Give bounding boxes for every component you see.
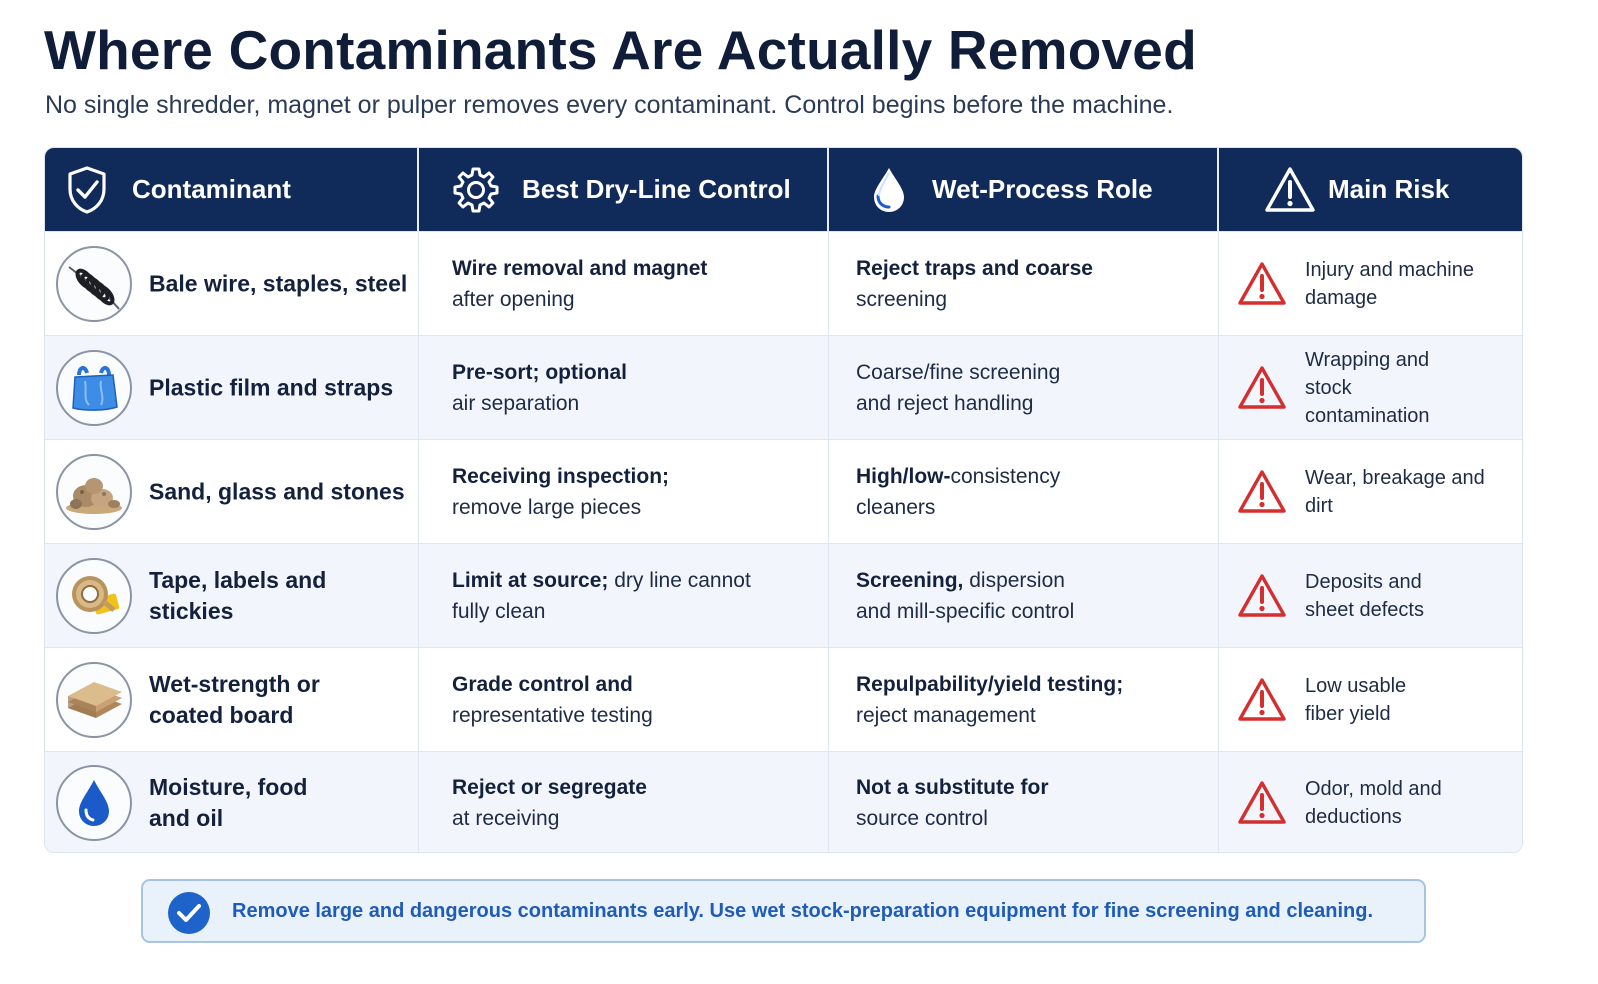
tape-roll-icon bbox=[56, 557, 132, 634]
risk-text: Deposits and sheet defects bbox=[1305, 570, 1424, 621]
dry-line-bold: Receiving inspection; bbox=[452, 464, 670, 488]
stones-icon bbox=[56, 453, 132, 530]
dry-line-cell: Pre-sort; optional air separation bbox=[419, 336, 829, 439]
table-row: Sand, glass and stones Receiving inspect… bbox=[45, 439, 1522, 543]
board-stack-icon bbox=[56, 661, 132, 738]
wet-process-bold: Reject traps and coarse bbox=[856, 256, 1093, 280]
table-row: Bale wire, staples, steel Wire removal a… bbox=[45, 231, 1522, 335]
warning-icon bbox=[1238, 365, 1286, 409]
page-title: Where Contaminants Are Actually Removed bbox=[44, 19, 1197, 81]
table-row: Plastic film and straps Pre-sort; option… bbox=[45, 335, 1522, 439]
contaminant-table: Contaminant Best Dry-Line Control Wet-Pr… bbox=[44, 147, 1523, 853]
dry-line-cell: Wire removal and magnet after opening bbox=[419, 232, 829, 335]
wet-process-cell: Coarse/fine screening and reject handlin… bbox=[829, 336, 1219, 439]
gear-icon bbox=[453, 167, 499, 212]
wet-process-text: dispersion and mill-specific control bbox=[856, 568, 1075, 623]
wet-process-text: reject management bbox=[856, 703, 1036, 727]
warning-icon bbox=[1238, 573, 1286, 617]
warning-icon bbox=[1238, 781, 1286, 824]
plastic-bag-icon bbox=[56, 349, 132, 426]
header-label: Wet-Process Role bbox=[932, 174, 1153, 204]
contaminant-name: Tape, labels and stickies bbox=[149, 566, 327, 624]
table-row: Tape, labels and stickies Limit at sourc… bbox=[45, 543, 1522, 647]
wet-process-bold: Not a substitute for bbox=[856, 776, 1049, 799]
wet-process-bold: High/low- bbox=[856, 464, 951, 488]
wet-process-bold: Repulpability/yield testing; bbox=[856, 672, 1124, 696]
dry-line-cell: Receiving inspection; remove large pieces bbox=[419, 440, 829, 543]
wet-process-text: consistency cleaners bbox=[856, 464, 1061, 519]
dry-line-cell: Reject or segregate at receiving bbox=[419, 752, 829, 852]
table-row: Moisture, food and oil Reject or segrega… bbox=[45, 751, 1522, 852]
wet-process-cell: Reject traps and coarse screening bbox=[829, 232, 1219, 335]
check-circle-icon bbox=[168, 892, 210, 934]
header-dry-line: Best Dry-Line Control bbox=[419, 148, 829, 231]
risk-text: Wear, breakage and dirt bbox=[1305, 466, 1485, 517]
dry-line-cell: Grade control and representative testing bbox=[419, 648, 829, 751]
warning-icon bbox=[1238, 677, 1286, 721]
wire-coil-icon bbox=[56, 245, 132, 322]
table-row: Wet-strength or coated board Grade contr… bbox=[45, 647, 1522, 751]
risk-cell: Low usable fiber yield bbox=[1219, 648, 1522, 751]
risk-cell: Wear, breakage and dirt bbox=[1219, 440, 1522, 543]
header-main-risk: Main Risk bbox=[1219, 148, 1522, 231]
dry-line-text: after opening bbox=[452, 287, 575, 311]
wet-process-text: screening bbox=[856, 287, 948, 311]
risk-cell: Wrapping and stock contamination bbox=[1219, 336, 1522, 439]
dry-line-cell: Limit at source; dry line cannot fully c… bbox=[419, 544, 829, 647]
moisture-drop-icon bbox=[56, 765, 132, 841]
risk-text: Wrapping and stock contamination bbox=[1305, 348, 1430, 427]
contaminant-name: Sand, glass and stones bbox=[149, 478, 405, 504]
contaminant-cell: Sand, glass and stones bbox=[45, 440, 419, 543]
risk-cell: Injury and machine damage bbox=[1219, 232, 1522, 335]
shield-check-icon bbox=[68, 165, 106, 214]
dry-line-bold: Pre-sort; optional bbox=[452, 360, 628, 384]
warning-triangle-icon bbox=[1265, 166, 1315, 212]
header-wet-process: Wet-Process Role bbox=[829, 148, 1219, 231]
wet-process-cell: Screening, dispersion and mill-specific … bbox=[829, 544, 1219, 647]
wet-process-bold: Screening, bbox=[856, 568, 964, 592]
risk-text: Injury and machine damage bbox=[1305, 258, 1474, 309]
wet-process-cell: High/low-consistency cleaners bbox=[829, 440, 1219, 543]
wet-process-text: Coarse/fine screening and reject handlin… bbox=[856, 360, 1061, 415]
dry-line-text: at receiving bbox=[452, 807, 560, 830]
header-contaminant: Contaminant bbox=[45, 148, 419, 231]
risk-cell: Odor, mold and deductions bbox=[1219, 752, 1522, 852]
dry-line-text: air separation bbox=[452, 391, 580, 415]
warning-icon bbox=[1238, 469, 1286, 513]
contaminant-name: Bale wire, staples, steel bbox=[149, 270, 408, 296]
wet-process-cell: Not a substitute for source control bbox=[829, 752, 1219, 852]
wet-process-cell: Repulpability/yield testing; reject manag… bbox=[829, 648, 1219, 751]
contaminant-cell: Wet-strength or coated board bbox=[45, 648, 419, 751]
contaminant-name: Plastic film and straps bbox=[149, 374, 394, 400]
header-label: Best Dry-Line Control bbox=[522, 174, 791, 204]
risk-text: Low usable fiber yield bbox=[1305, 674, 1407, 725]
footer-callout: Remove large and dangerous contaminants … bbox=[141, 879, 1426, 943]
contaminant-cell: Moisture, food and oil bbox=[45, 752, 419, 852]
contaminant-cell: Bale wire, staples, steel bbox=[45, 232, 419, 335]
header-label: Main Risk bbox=[1328, 174, 1450, 204]
dry-line-bold: Limit at source; bbox=[452, 568, 609, 592]
dry-line-bold: Reject or segregate bbox=[452, 776, 647, 799]
table-header: Contaminant Best Dry-Line Control Wet-Pr… bbox=[45, 148, 1522, 231]
header-label: Contaminant bbox=[132, 174, 291, 204]
dry-line-bold: Grade control and bbox=[452, 672, 633, 696]
dry-line-text: remove large pieces bbox=[452, 495, 642, 519]
risk-cell: Deposits and sheet defects bbox=[1219, 544, 1522, 647]
risk-text: Odor, mold and deductions bbox=[1305, 778, 1442, 828]
contaminant-name: Moisture, food and oil bbox=[149, 774, 308, 831]
page-subtitle: No single shredder, magnet or pulper rem… bbox=[45, 91, 1174, 119]
contaminant-name: Wet-strength or coated board bbox=[149, 670, 320, 728]
footer-text: Remove large and dangerous contaminants … bbox=[232, 900, 1374, 922]
wet-process-text: source control bbox=[856, 807, 988, 830]
warning-icon bbox=[1238, 261, 1286, 305]
dry-line-text: representative testing bbox=[452, 703, 653, 727]
dry-line-text: dry line cannot fully clean bbox=[452, 568, 751, 623]
dry-line-bold: Wire removal and magnet bbox=[452, 256, 708, 280]
water-drop-icon bbox=[874, 167, 904, 212]
contaminant-cell: Plastic film and straps bbox=[45, 336, 419, 439]
contaminant-cell: Tape, labels and stickies bbox=[45, 544, 419, 647]
